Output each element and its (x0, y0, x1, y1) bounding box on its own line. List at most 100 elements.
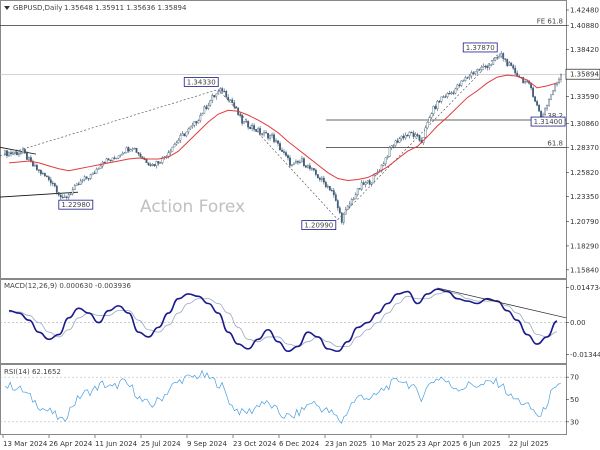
candle-body (291, 164, 293, 166)
channel-line-top (0, 146, 37, 155)
candle-body (512, 65, 515, 69)
candle-body (496, 57, 499, 59)
time-tick-label: 25 Jul 2024 (141, 440, 181, 448)
current-price-box (565, 68, 600, 80)
candle-body (281, 149, 283, 152)
candle-body (289, 157, 291, 166)
time-tick-label: 23 Oct 2024 (233, 440, 277, 448)
candle-body (448, 93, 451, 95)
annotation-label: 1.22980 (61, 201, 90, 209)
candle-body (510, 62, 513, 66)
price-tick-label: 1.33590 (570, 93, 599, 101)
candle-body (452, 92, 455, 94)
candle-body (462, 80, 465, 82)
candle-body (201, 113, 204, 116)
symbol-label: GBPUSD,Daily (13, 4, 62, 12)
candle-body (115, 157, 118, 160)
candle-body (85, 176, 88, 179)
candle-body (127, 147, 130, 152)
candle-body (560, 74, 562, 80)
rsi-title: RSI(14) 62.1652 (4, 368, 61, 376)
candle-body (97, 168, 100, 170)
macd-title: MACD(12,26,9) 0.000630 -0.003936 (4, 282, 131, 290)
candle-body (211, 95, 214, 101)
price-tick-label: 1.20790 (570, 218, 599, 226)
candle-body (438, 101, 441, 103)
candle-body (67, 194, 70, 198)
candle-body (219, 88, 222, 92)
candle-body (81, 179, 84, 182)
candle-body (556, 82, 558, 85)
candle-body (480, 67, 483, 71)
candle-body (229, 99, 232, 101)
candle-body (139, 153, 142, 157)
candle-body (348, 203, 351, 207)
candle-body (37, 169, 40, 171)
macd-tick-label: 0.00 (570, 319, 586, 327)
candle-body (193, 121, 196, 126)
level-label: FE 61.8 (537, 18, 563, 26)
candle-body (396, 140, 399, 143)
candle-body (498, 55, 501, 59)
candle-body (418, 135, 421, 141)
price-tick-label: 1.35894 (570, 71, 599, 79)
time-tick-label: 9 Sep 2024 (187, 440, 227, 448)
candle-body (470, 72, 473, 77)
fibonacci-levels: FE 61.8 38.2 61.8 (0, 18, 566, 148)
rsi-line (5, 369, 561, 424)
candle-body (352, 198, 355, 200)
candle-body (4, 150, 6, 154)
candle-body (75, 183, 78, 186)
candle-body (372, 174, 375, 184)
candle-body (65, 196, 68, 198)
candle-body (275, 140, 277, 142)
macd-panel-frame (0, 279, 567, 364)
candle-body (514, 67, 517, 74)
candle-body (223, 90, 226, 93)
candle-body (426, 121, 429, 129)
candle-body (332, 190, 335, 195)
candle-body (239, 114, 242, 116)
candle-body (506, 59, 509, 66)
candle-body (8, 152, 10, 156)
candle-body (207, 105, 210, 110)
dropdown-triangle-icon[interactable] (4, 6, 10, 10)
candle-body (328, 186, 331, 191)
candle-body (26, 152, 28, 160)
candle-body (167, 152, 170, 157)
candle-body (386, 156, 389, 158)
candle-body (181, 133, 184, 136)
candle-body (221, 88, 224, 92)
candle-body (173, 144, 176, 148)
price-tick-label: 1.40880 (570, 22, 599, 30)
candle-body (404, 135, 407, 139)
candle-body (550, 94, 552, 100)
candle-body (63, 196, 66, 198)
candle-body (53, 183, 56, 187)
candle-body (285, 152, 287, 156)
candle-body (189, 126, 192, 130)
candle-body (83, 176, 86, 181)
candle-body (213, 95, 216, 98)
candle-body (406, 135, 409, 137)
time-tick-label: 22 Jul 2025 (509, 440, 549, 448)
candle-body (287, 155, 289, 159)
candle-body (516, 72, 519, 77)
candle-body (175, 142, 178, 145)
candle-body (95, 168, 98, 174)
candle-body (482, 65, 485, 68)
candle-body (544, 108, 546, 116)
annotation-label: 1.20990 (304, 222, 333, 230)
annotation-box (301, 220, 337, 230)
candle-body (316, 174, 319, 179)
candle-body (424, 127, 427, 138)
candle-body (362, 182, 365, 185)
candle-body (484, 65, 487, 68)
annotation-box (58, 199, 94, 210)
candle-body (187, 128, 190, 133)
candle-body (456, 84, 459, 90)
candle-body (454, 88, 457, 94)
candle-body (151, 164, 154, 166)
candle-body (310, 168, 313, 170)
